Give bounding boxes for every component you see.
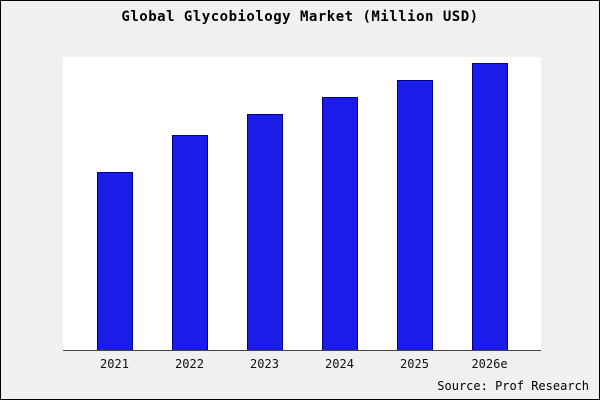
bar-2023 [246, 114, 283, 350]
plot-area [63, 57, 541, 351]
x-tick-label-2023: 2023 [250, 357, 279, 371]
x-tick-label-2026e: 2026e [471, 357, 508, 371]
x-tick-label-2024: 2024 [325, 357, 354, 371]
x-tick-label-2025: 2025 [400, 357, 429, 371]
x-tick-label-2021: 2021 [100, 357, 129, 371]
source-text: Source: Prof Research [437, 379, 589, 393]
chart-title: Global Glycobiology Market (Million USD) [121, 9, 479, 25]
bar-2025 [396, 79, 433, 350]
x-axis-labels: 2021 2022 2023 2024 2025 2026e [63, 357, 541, 371]
bar-2026e [471, 62, 508, 350]
bar-2021 [96, 171, 133, 350]
x-tick-label-2022: 2022 [175, 357, 204, 371]
bar-2022 [171, 134, 208, 350]
bar-2024 [321, 97, 358, 350]
